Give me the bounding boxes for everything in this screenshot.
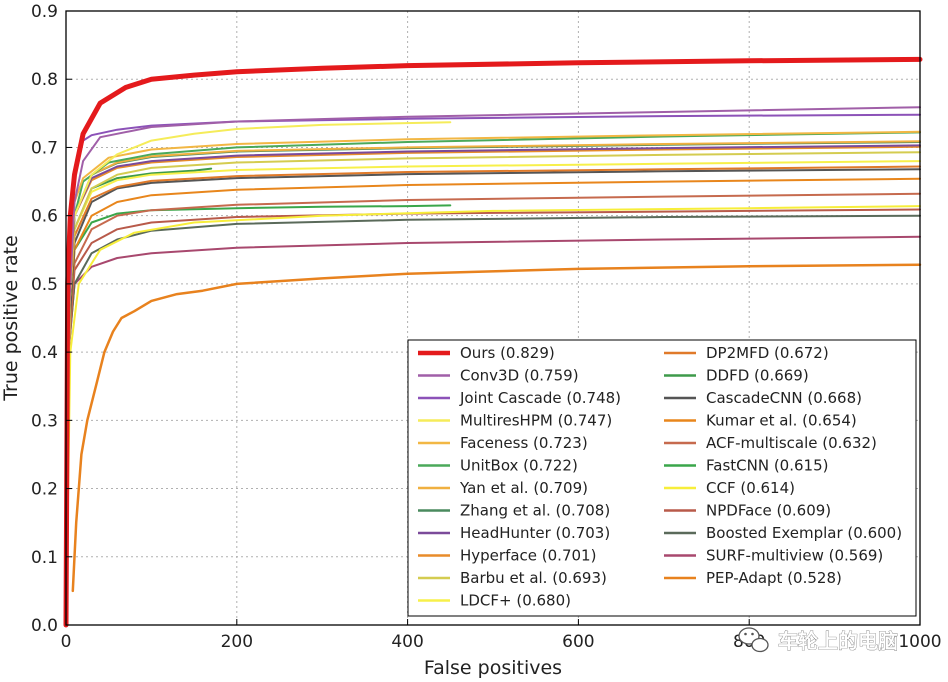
- legend-entry: HeadHunter (0.703): [460, 524, 610, 542]
- x-tick-label: 400: [391, 632, 423, 652]
- y-tick-label: 0.5: [31, 275, 58, 295]
- legend-entry: Conv3D (0.759): [460, 367, 579, 385]
- x-tick-label: 200: [221, 632, 253, 652]
- wechat-icon: [738, 627, 769, 653]
- y-tick-label: 0.0: [31, 616, 58, 636]
- series-line-1: [65, 106, 921, 626]
- y-axis-label: True positive rate: [0, 235, 22, 402]
- watermark: 车轮上的电脑: [738, 627, 898, 653]
- legend-entry: LDCF+ (0.680): [460, 592, 571, 610]
- watermark-text: 车轮上的电脑: [778, 629, 898, 653]
- x-tick-label: 1000: [898, 632, 941, 652]
- legend-box: [407, 339, 917, 617]
- legend-entry: DDFD (0.669): [706, 367, 809, 385]
- series-line-0: [63, 56, 923, 628]
- x-tick-label: 600: [562, 632, 594, 652]
- legend-entry: DP2MFD (0.672): [706, 344, 829, 362]
- legend-entry: Kumar et al. (0.654): [706, 412, 857, 430]
- legend-entry: Faceness (0.723): [460, 434, 588, 452]
- y-tick-label: 0.3: [31, 411, 58, 431]
- x-tick-label: 0: [61, 632, 72, 652]
- axis-ticks: 020040060080010000.00.10.20.30.40.50.60.…: [31, 2, 942, 652]
- legend-entry: ACF-multiscale (0.632): [706, 434, 877, 452]
- plot-frame: [65, 10, 921, 626]
- legend-entry: Zhang et al. (0.708): [460, 502, 610, 520]
- legend-entry: UnitBox (0.722): [460, 457, 578, 475]
- y-tick-label: 0.7: [31, 138, 58, 158]
- y-tick-label: 0.8: [31, 70, 58, 90]
- legend-entry: Boosted Exemplar (0.600): [706, 524, 902, 542]
- legend: Ours (0.829) Conv3D (0.759) Joint Cascade …: [407, 339, 917, 617]
- legend-entry: Ours (0.829): [460, 344, 555, 362]
- y-tick-label: 0.6: [31, 207, 58, 227]
- series-line-22: [71, 263, 922, 593]
- series-line-18: [65, 205, 921, 626]
- legend-entry: CascadeCNN (0.668): [706, 389, 862, 407]
- y-tick-label: 0.4: [31, 343, 58, 363]
- y-tick-label: 0.9: [31, 2, 58, 22]
- legend-entry: Yan et al. (0.709): [459, 479, 588, 497]
- y-tick-label: 0.1: [31, 548, 58, 568]
- legend-entry: Joint Cascade (0.748): [459, 389, 621, 407]
- x-axis-label: False positives: [424, 657, 562, 679]
- y-tick-label: 0.2: [31, 480, 58, 500]
- legend-entry: NPDFace (0.609): [706, 502, 831, 520]
- legend-entry: Barbu et al. (0.693): [460, 569, 607, 587]
- legend-entry: PEP-Adapt (0.528): [706, 569, 842, 587]
- legend-entry: FastCNN (0.615): [706, 457, 828, 475]
- legend-entry: CCF (0.614): [706, 479, 795, 497]
- series-lines: [63, 56, 923, 628]
- legend-entry: SURF-multiview (0.569): [706, 547, 883, 565]
- legend-entry: Hyperface (0.701): [460, 547, 596, 565]
- legend-entry: MultiresHPM (0.747): [460, 412, 612, 430]
